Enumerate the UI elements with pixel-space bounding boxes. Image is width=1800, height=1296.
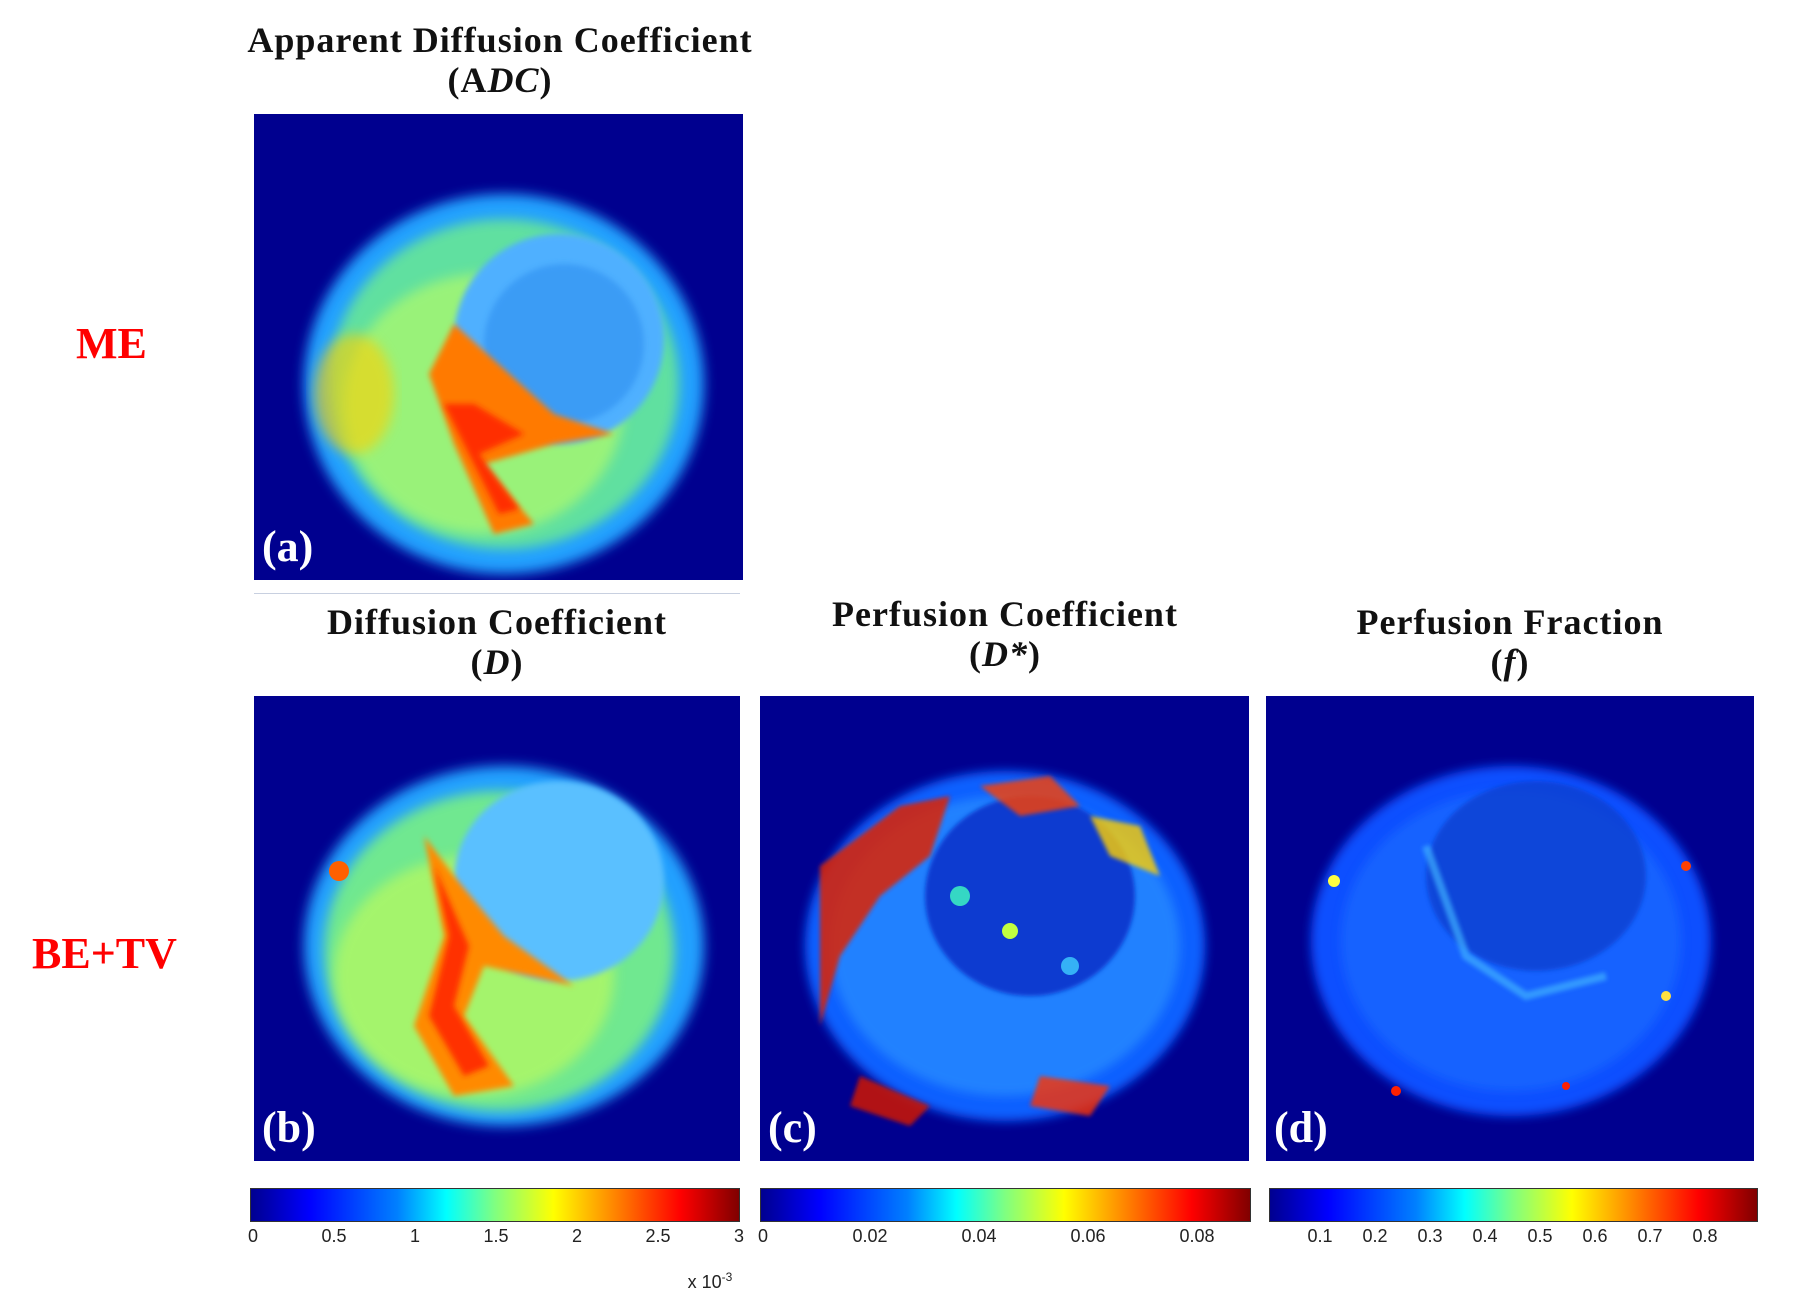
colorbar-d-multiplier: x 10-3 [688,1270,733,1293]
f-map-image [1311,766,1711,1116]
panel-label-d: (d) [1274,1103,1328,1152]
title-f: Perfusion Fraction (f) [1266,602,1754,682]
colorbar-d [250,1188,740,1222]
tick-label-d: 0 [247,1226,259,1246]
tick-label-f: 0.3 [1417,1226,1443,1246]
tick-label-f: 0.2 [1362,1226,1388,1246]
dstar-map-image [805,771,1205,1126]
panel-separator [254,593,740,594]
adc-map-image [304,194,704,574]
title-f-line1: Perfusion Fraction [1356,602,1664,642]
tick-label-f: 0.6 [1582,1226,1608,1246]
title-f-close: ) [1516,642,1530,682]
title-dstar-close: ) [1028,634,1041,674]
title-dstar: Perfusion Coefficient (D*) [760,594,1250,674]
panel-f-map: (d) [1266,696,1754,1161]
title-adc: Apparent Diffusion Coefficient (ADC) [230,20,770,100]
panel-dstar-map: (c) [760,696,1249,1161]
title-adc-open: (A [447,60,488,100]
tick-label-dstar: 0.02 [852,1226,888,1246]
title-f-symbol: f [1503,642,1517,682]
tick-label-d: 0.5 [321,1226,347,1246]
panel-d-map: (b) [254,696,740,1161]
title-f-open: ( [1490,642,1504,682]
title-adc-line1: Apparent Diffusion Coefficient [247,20,753,60]
tick-label-d: 1 [409,1226,421,1246]
panel-adc-map: (a) [254,114,743,580]
tick-label-dstar: 0.04 [961,1226,997,1246]
title-dstar-line1: Perfusion Coefficient [832,594,1178,634]
title-dstar-symbol: D* [982,634,1028,674]
title-d-symbol: D [483,642,511,682]
tick-label-dstar: 0.08 [1179,1226,1215,1246]
title-adc-symbol: DC [487,60,540,100]
title-adc-close: ) [539,60,553,100]
tick-label-d: 3 [733,1226,745,1246]
title-dstar-open: ( [969,634,982,674]
colorbar-dstar [760,1188,1251,1222]
tick-label-dstar: 0.06 [1070,1226,1106,1246]
panel-label-b: (b) [262,1103,316,1152]
multiplier-exponent: -3 [721,1270,733,1284]
tick-label-f: 0.5 [1527,1226,1553,1246]
tick-label-d: 1.5 [483,1226,509,1246]
tick-label-f: 0.1 [1307,1226,1333,1246]
title-d: Diffusion Coefficient (D) [254,602,740,682]
d-map-image [304,766,704,1126]
panel-label-c: (c) [768,1103,817,1152]
tick-label-f: 0.7 [1637,1226,1663,1246]
tick-label-d: 2 [571,1226,583,1246]
title-d-line1: Diffusion Coefficient [327,602,667,642]
row-label-me: ME [76,319,147,368]
title-d-open: ( [470,642,484,682]
multiplier-base: x 10 [687,1272,722,1292]
title-d-close: ) [510,642,524,682]
tick-label-d: 2.5 [645,1226,671,1246]
panel-label-a: (a) [262,522,314,571]
row-label-betv: BE+TV [32,929,177,978]
colorbar-f [1269,1188,1758,1222]
tick-label-dstar: 0 [757,1226,769,1246]
tick-label-f: 0.4 [1472,1226,1498,1246]
tick-label-f: 0.8 [1692,1226,1718,1246]
